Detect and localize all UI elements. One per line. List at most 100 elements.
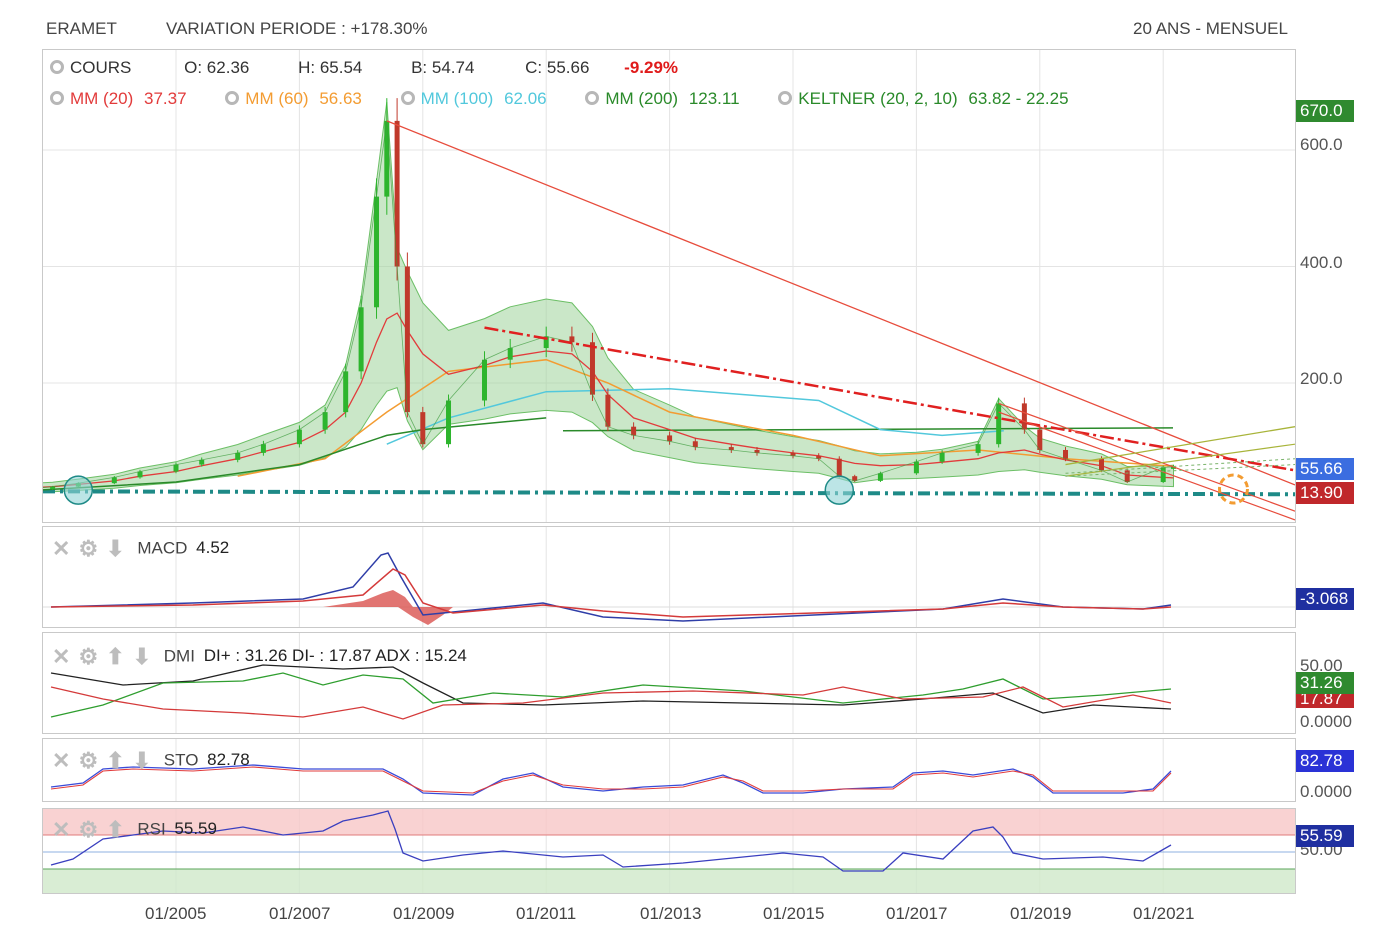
candle-body bbox=[836, 458, 842, 477]
candle-body bbox=[754, 449, 760, 453]
candle-body bbox=[173, 464, 179, 472]
candle-body bbox=[1160, 467, 1166, 483]
candle-body bbox=[1099, 458, 1104, 471]
candle-body bbox=[569, 336, 575, 343]
keltner-band bbox=[26, 101, 1174, 494]
sto-value: 82.78 bbox=[207, 750, 250, 770]
arrow-down-icon[interactable]: ⬇ bbox=[132, 748, 152, 773]
x-tick-label: 01/2019 bbox=[1010, 904, 1072, 923]
price-tick-400: 400.0 bbox=[1300, 253, 1343, 272]
candle-body bbox=[482, 359, 487, 401]
gear-icon[interactable] bbox=[50, 60, 64, 74]
candle-body bbox=[50, 486, 56, 490]
candle-body bbox=[374, 196, 380, 308]
x-tick-label: 01/2009 bbox=[393, 904, 455, 923]
dmi-value: DI+ : 31.26 DI- : 17.87 ADX : 15.24 bbox=[203, 646, 467, 666]
candle-body bbox=[1063, 449, 1069, 459]
x-tick-label: 01/2007 bbox=[269, 904, 331, 923]
sto-panel bbox=[42, 738, 1296, 802]
period-variation: VARIATION PERIODE : +178.30% bbox=[166, 19, 428, 38]
macd-legend: ✕ ⚙ ⬇ MACD 4.52 bbox=[52, 536, 229, 562]
sto-chart bbox=[50, 739, 1172, 801]
mm20-line bbox=[26, 312, 1174, 489]
candle-body bbox=[507, 348, 513, 360]
keltner-label: KELTNER (20, 2, 10) bbox=[798, 89, 958, 108]
macd-histogram bbox=[323, 590, 413, 607]
macd-signal-line bbox=[50, 568, 1172, 618]
close-icon[interactable]: ✕ bbox=[52, 536, 71, 561]
close-icon[interactable]: ✕ bbox=[52, 644, 71, 669]
candle-body bbox=[446, 400, 452, 445]
support-line bbox=[42, 489, 1296, 497]
arrow-up-icon[interactable]: ⬆ bbox=[106, 644, 125, 669]
gear-icon[interactable] bbox=[225, 91, 240, 105]
candle-body bbox=[235, 452, 241, 460]
candle-body bbox=[913, 461, 919, 474]
support-touch-marker bbox=[824, 475, 855, 505]
rsi-tag: 55.59 bbox=[1296, 825, 1354, 847]
candle-body bbox=[877, 473, 883, 481]
arrow-up-icon[interactable]: ⬆ bbox=[106, 748, 125, 773]
dotted-trend-line bbox=[1065, 464, 1296, 477]
candle-body bbox=[631, 426, 637, 436]
sto-label: STO bbox=[163, 750, 199, 770]
channel-line-lower bbox=[998, 411, 1296, 521]
mm200-label: MM (200) bbox=[605, 89, 679, 108]
candle-body bbox=[589, 342, 595, 395]
trend-line-major bbox=[386, 120, 1296, 486]
gear-icon[interactable] bbox=[778, 91, 793, 105]
rsi-line bbox=[50, 810, 1172, 872]
di-plus-line bbox=[50, 672, 1172, 718]
x-tick-label: 01/2011 bbox=[516, 904, 577, 923]
gear-icon[interactable]: ⚙ bbox=[78, 644, 99, 669]
mm100-line bbox=[386, 388, 1004, 445]
gear-icon[interactable] bbox=[585, 91, 600, 105]
adx-line bbox=[50, 664, 1172, 714]
rsi-panel bbox=[42, 808, 1296, 894]
candle-body bbox=[728, 447, 734, 450]
gear-icon[interactable]: ⚙ bbox=[78, 817, 99, 842]
macd-tag: -3.068 bbox=[1296, 588, 1354, 610]
rsi-chart bbox=[43, 809, 1295, 893]
candle-body bbox=[1037, 429, 1043, 450]
price-tick-600: 600.0 bbox=[1300, 135, 1343, 154]
macd-value: 4.52 bbox=[196, 538, 230, 558]
gear-icon[interactable]: ⚙ bbox=[78, 536, 99, 561]
candle-body bbox=[394, 120, 400, 267]
mm100-label: MM (100) bbox=[420, 89, 494, 108]
sto-k-line bbox=[50, 764, 1172, 796]
arrow-down-icon[interactable]: ⬇ bbox=[106, 536, 125, 561]
x-tick-label: 01/2021 bbox=[1133, 904, 1195, 923]
overbought-zone bbox=[43, 809, 1295, 835]
di-minus-line bbox=[50, 686, 1172, 720]
mm20-value: 37.37 bbox=[144, 89, 187, 108]
candle-body bbox=[939, 452, 945, 462]
candle-body bbox=[199, 459, 205, 465]
cours-label: COURS bbox=[70, 58, 132, 77]
arrow-up-icon[interactable]: ⬆ bbox=[106, 817, 125, 842]
close-icon[interactable]: ✕ bbox=[52, 817, 71, 842]
candle-body bbox=[1021, 403, 1027, 430]
mm60-label: MM (60) bbox=[245, 89, 309, 108]
mm200-value: 123.11 bbox=[688, 89, 740, 108]
price-tick-200: 200.0 bbox=[1300, 369, 1343, 388]
candle-body bbox=[692, 441, 698, 448]
candle-body bbox=[852, 476, 858, 481]
close-line bbox=[26, 120, 1174, 490]
candle-body bbox=[296, 429, 302, 445]
gear-icon[interactable]: ⚙ bbox=[78, 748, 99, 773]
uptrend-line bbox=[1065, 426, 1296, 466]
candle-body bbox=[1170, 466, 1176, 469]
price-last-tag: 55.66 bbox=[1296, 458, 1354, 480]
candle-body bbox=[975, 444, 981, 453]
close-icon[interactable]: ✕ bbox=[52, 748, 71, 773]
sto-tag: 82.78 bbox=[1296, 750, 1354, 772]
gear-icon[interactable] bbox=[50, 91, 64, 105]
candle-body bbox=[404, 266, 410, 413]
gear-icon[interactable] bbox=[400, 91, 415, 105]
arrow-down-icon[interactable]: ⬇ bbox=[132, 644, 152, 669]
rsi-value: 55.59 bbox=[174, 819, 217, 839]
period-selector[interactable]: 20 ANS - MENSUEL bbox=[1133, 19, 1288, 38]
change-value: -9.29% bbox=[624, 58, 679, 77]
price-panel bbox=[26, 49, 1296, 523]
